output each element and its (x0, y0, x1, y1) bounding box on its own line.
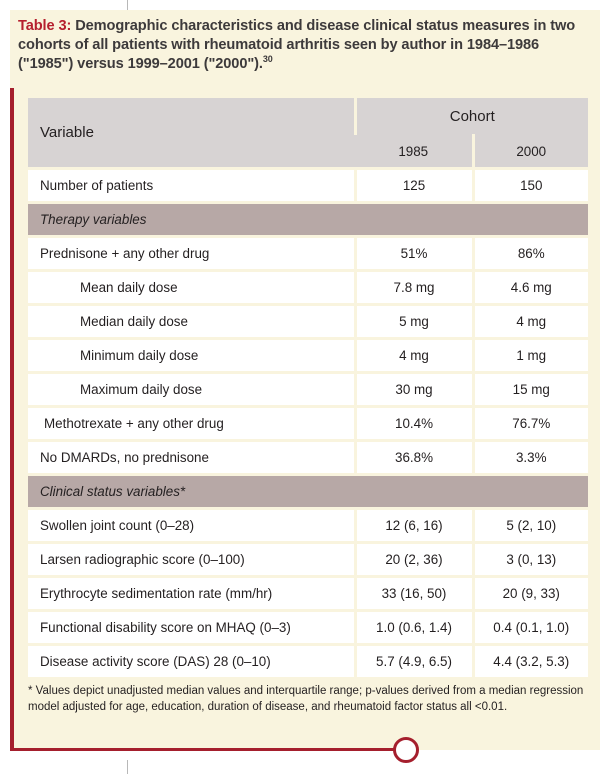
value-1985: 51% (353, 236, 473, 272)
row-label: Disease activity score (DAS) 28 (0–10) (28, 644, 355, 680)
row-label: Mean daily dose (28, 270, 355, 306)
table-row: Functional disability score on MHAQ (0–3… (28, 610, 588, 646)
value-2000: 150 (471, 168, 588, 204)
value-1985: 10.4% (353, 406, 473, 442)
row-label: Erythrocyte sedimentation rate (mm/hr) (28, 576, 355, 612)
table-row: Methotrexate + any other drug 10.4% 76.7… (28, 406, 588, 442)
header-cohort: Cohort (353, 98, 588, 135)
header-variable: Variable (28, 98, 355, 170)
value-1985: 5.7 (4.9, 6.5) (353, 644, 473, 680)
value-2000: 76.7% (471, 406, 588, 442)
table-row: Number of patients 125 150 (28, 168, 588, 204)
header-year-1985: 1985 (355, 134, 473, 170)
table-row: Mean daily dose 7.8 mg 4.6 mg (28, 270, 588, 306)
accent-rule-bottom (10, 748, 395, 751)
value-2000: 3.3% (471, 440, 588, 476)
section-label-clinical: Clinical status variables* (28, 474, 588, 510)
value-2000: 4 mg (471, 304, 588, 340)
value-2000: 1 mg (471, 338, 588, 374)
value-1985: 12 (6, 16) (353, 508, 473, 544)
row-label: Minimum daily dose (28, 338, 355, 374)
table-number-label: Table 3: (18, 18, 72, 34)
value-2000: 0.4 (0.1, 1.0) (471, 610, 588, 646)
caption-reference: 30 (262, 54, 273, 65)
value-1985: 7.8 mg (353, 270, 473, 306)
caption-text: Demographic characteristics and disease … (18, 18, 576, 72)
value-1985: 125 (353, 168, 473, 204)
value-2000: 20 (9, 33) (471, 576, 588, 612)
row-label: Prednisone + any other drug (28, 236, 355, 272)
value-2000: 5 (2, 10) (471, 508, 588, 544)
table-row: No DMARDs, no prednisone 36.8% 3.3% (28, 440, 588, 476)
value-2000: 15 mg (471, 372, 588, 408)
section-label-therapy: Therapy variables (28, 202, 588, 238)
value-1985: 20 (2, 36) (353, 542, 473, 578)
row-label: Functional disability score on MHAQ (0–3… (28, 610, 355, 646)
value-2000: 4.4 (3.2, 5.3) (471, 644, 588, 680)
value-2000: 4.6 mg (471, 270, 588, 306)
value-1985: 5 mg (353, 304, 473, 340)
table-footnote: * Values depict unadjusted median values… (28, 685, 584, 713)
row-label: No DMARDs, no prednisone (28, 440, 355, 476)
row-label: Methotrexate + any other drug (28, 406, 355, 442)
table-row: Erythrocyte sedimentation rate (mm/hr) 3… (28, 576, 588, 612)
row-label: Larsen radiographic score (0–100) (28, 542, 355, 578)
page-guide-line-top (127, 0, 128, 12)
table-row: Minimum daily dose 4 mg 1 mg (28, 338, 588, 374)
table-panel: Table 3: Demographic characteristics and… (10, 10, 600, 763)
table-row: Median daily dose 5 mg 4 mg (28, 304, 588, 340)
header-year-2000: 2000 (471, 134, 588, 170)
table-row: Prednisone + any other drug 51% 86% (28, 236, 588, 272)
value-2000: 3 (0, 13) (471, 542, 588, 578)
row-label: Swollen joint count (0–28) (28, 508, 355, 544)
value-2000: 86% (471, 236, 588, 272)
value-1985: 36.8% (353, 440, 473, 476)
section-row: Therapy variables (28, 202, 588, 238)
table-row: Disease activity score (DAS) 28 (0–10) 5… (28, 644, 588, 680)
value-1985: 1.0 (0.6, 1.4) (353, 610, 473, 646)
table-row: Maximum daily dose 30 mg 15 mg (28, 372, 588, 408)
section-row: Clinical status variables* (28, 474, 588, 510)
row-label: Median daily dose (28, 304, 355, 340)
value-1985: 4 mg (353, 338, 473, 374)
table-row: Swollen joint count (0–28) 12 (6, 16) 5 … (28, 508, 588, 544)
accent-rule-left (10, 88, 14, 750)
row-label: Maximum daily dose (28, 372, 355, 408)
row-label: Number of patients (28, 168, 355, 204)
page-guide-line-bottom (127, 760, 128, 774)
value-1985: 30 mg (353, 372, 473, 408)
end-circle-ornament (393, 737, 419, 763)
data-table: Variable Cohort 1985 2000 Number of pati… (28, 98, 588, 680)
table-row: Larsen radiographic score (0–100) 20 (2,… (28, 542, 588, 578)
value-1985: 33 (16, 50) (353, 576, 473, 612)
table-caption: Table 3: Demographic characteristics and… (18, 17, 590, 74)
